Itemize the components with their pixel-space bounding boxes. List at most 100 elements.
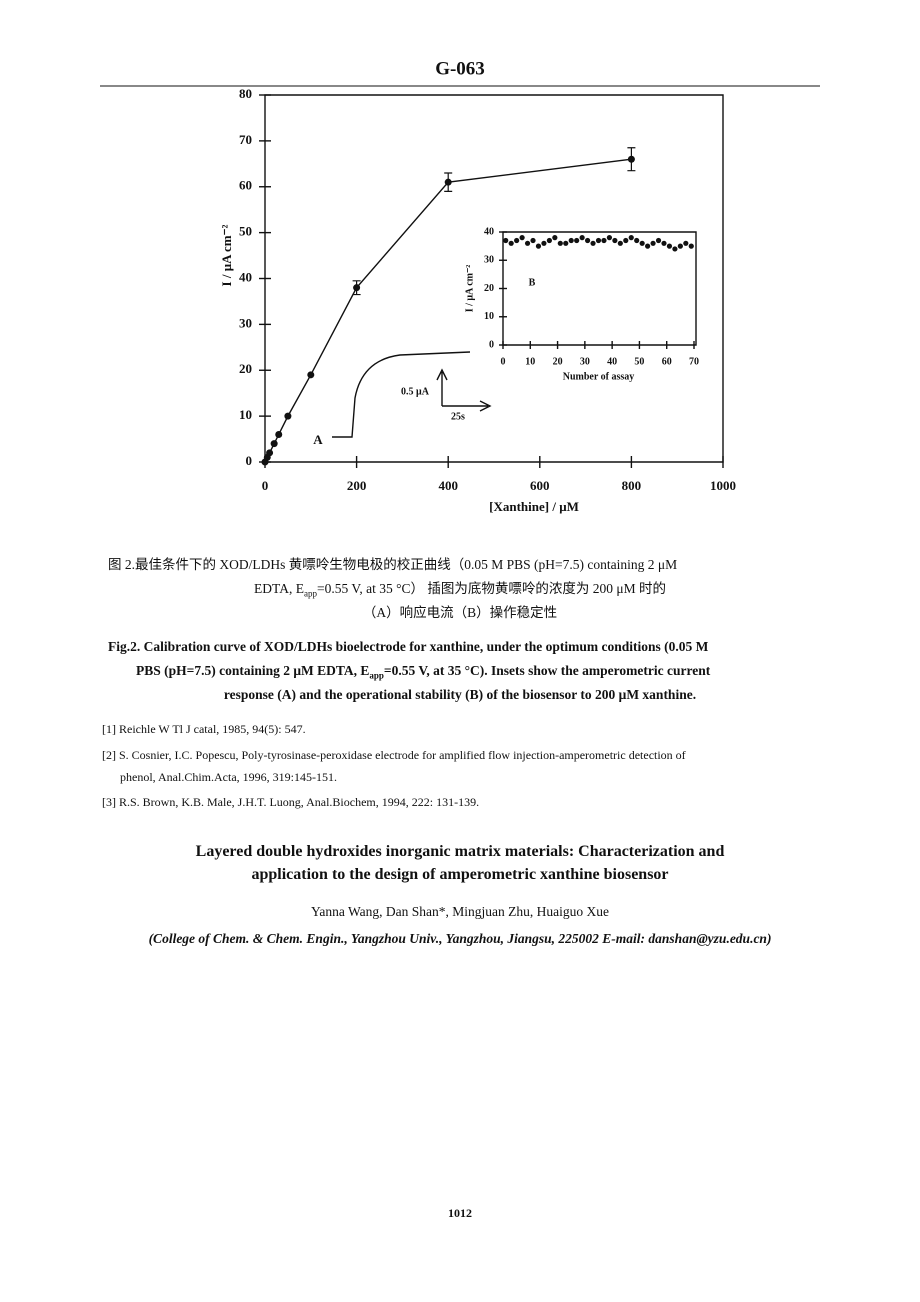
data-point — [275, 430, 283, 438]
data-point — [530, 237, 536, 244]
y-tick-label: 20 — [239, 361, 252, 376]
caption-zh-line: （A）响应电流（B）操作稳定性 — [362, 605, 558, 620]
x-tick-label: 70 — [689, 356, 699, 367]
inset-a-trace — [332, 351, 471, 438]
data-point — [655, 237, 662, 244]
y-tick-label: 30 — [484, 255, 494, 266]
authors: Yanna Wang, Dan Shan*, Mingjuan Zhu, Hua… — [310, 904, 609, 919]
caption-zh-line: 图 2.最佳条件下的 XOD/LDHs 黄嘌呤生物电极的校正曲线（0.05 M … — [108, 557, 678, 572]
data-point — [270, 440, 278, 448]
x-tick-label: 400 — [438, 478, 458, 493]
data-point — [546, 237, 552, 244]
data-point — [688, 243, 694, 249]
data-point — [574, 237, 580, 244]
data-point — [628, 235, 634, 241]
affiliation: (College of Chem. & Chem. Engin., Yangzh… — [148, 931, 772, 946]
x-tick-label: 0 — [262, 478, 269, 493]
y-tick-label: 10 — [239, 407, 252, 422]
scale-bar — [436, 368, 492, 412]
reference: [3] R.S. Brown, K.B. Male, J.H.T. Luong,… — [102, 795, 480, 809]
data-point — [568, 237, 574, 244]
data-point — [623, 237, 629, 244]
y-tick-label: 40 — [239, 269, 252, 284]
x-tick-label: 800 — [622, 478, 642, 493]
paper-title: application to the design of amperometri… — [251, 866, 669, 883]
y-tick-label: 20 — [484, 283, 494, 294]
x-tick-label: 30 — [580, 356, 590, 367]
x-tick-label: 40 — [607, 356, 617, 367]
x-axis-label: Number of assay — [563, 371, 634, 382]
data-point — [590, 240, 596, 246]
x-tick-label: 20 — [553, 356, 563, 367]
paper-title: Layered double hydroxides inorganic matr… — [195, 843, 725, 860]
data-point — [677, 243, 683, 249]
header-code: G-063 — [435, 58, 485, 79]
data-point — [627, 155, 635, 163]
caption-en-line: PBS (pH=7.5) containing 2 μM EDTA, Eapp=… — [136, 663, 711, 681]
data-point — [579, 235, 585, 241]
x-tick-label: 200 — [347, 478, 367, 493]
reference: [1] Reichle W Tl J catal, 1985, 94(5): 5… — [102, 722, 306, 736]
data-point — [645, 243, 651, 249]
data-point — [634, 237, 640, 244]
data-point — [650, 240, 656, 246]
data-point — [552, 235, 558, 241]
y-tick-label: 70 — [239, 132, 252, 147]
x-axis-label: [Xanthine] / μM — [489, 499, 579, 514]
data-point — [683, 240, 689, 246]
data-point — [601, 237, 607, 244]
y-tick-label: 50 — [239, 224, 252, 239]
data-point — [557, 240, 563, 246]
y-axis-label: I / μA cm⁻² — [464, 265, 475, 313]
y-tick-label: 0 — [246, 453, 253, 468]
y-tick-label: 80 — [239, 86, 252, 101]
data-point — [524, 240, 531, 246]
y-tick-label: 60 — [239, 178, 252, 193]
y-tick-label: 40 — [484, 226, 494, 237]
inset-label: B — [529, 277, 536, 288]
data-point — [617, 240, 623, 246]
caption-zh-line: EDTA, Eapp=0.55 V, at 35 °C） 插图为底物黄嘌呤的浓度… — [254, 581, 666, 599]
data-point — [584, 237, 591, 244]
data-point — [563, 240, 569, 246]
data-point — [612, 237, 618, 244]
plot-frame — [264, 94, 724, 463]
data-point — [606, 235, 613, 241]
caption-en-line: response (A) and the operational stabili… — [223, 687, 697, 702]
x-tick-label: 0 — [501, 356, 506, 367]
y-tick-label: 0 — [489, 339, 494, 350]
data-point — [672, 246, 678, 252]
plot-frame — [502, 231, 697, 346]
y-axis-label: I / μA cm⁻² — [219, 225, 234, 287]
data-point — [666, 243, 673, 249]
data-point — [595, 237, 602, 244]
y-tick-label: 10 — [484, 311, 494, 322]
caption-en-line: Fig.2. Calibration curve of XOD/LDHs bio… — [108, 639, 709, 654]
x-tick-label: 10 — [525, 356, 535, 367]
data-point — [444, 178, 452, 186]
data-point — [661, 240, 667, 246]
x-tick-label: 600 — [530, 478, 550, 493]
scale-label: 0.5 μA — [401, 386, 430, 397]
inset-label: A — [313, 432, 323, 447]
x-tick-label: 1000 — [710, 478, 736, 493]
page-number: 1012 — [448, 1206, 472, 1220]
y-tick-label: 30 — [239, 315, 252, 330]
data-point — [266, 449, 274, 457]
data-point — [284, 412, 292, 420]
x-tick-label: 60 — [662, 356, 672, 367]
data-point — [541, 240, 547, 246]
data-line — [264, 158, 632, 463]
data-point — [307, 371, 315, 379]
data-point — [535, 243, 542, 249]
data-point — [353, 284, 361, 292]
data-point — [514, 237, 520, 244]
reference: [2] S. Cosnier, I.C. Popescu, Poly-tyros… — [102, 748, 686, 762]
data-point — [503, 237, 509, 244]
data-point — [639, 240, 645, 246]
scale-label: 25s — [451, 411, 465, 422]
data-point — [508, 240, 514, 246]
reference: phenol, Anal.Chim.Acta, 1996, 319:145-15… — [120, 770, 337, 784]
